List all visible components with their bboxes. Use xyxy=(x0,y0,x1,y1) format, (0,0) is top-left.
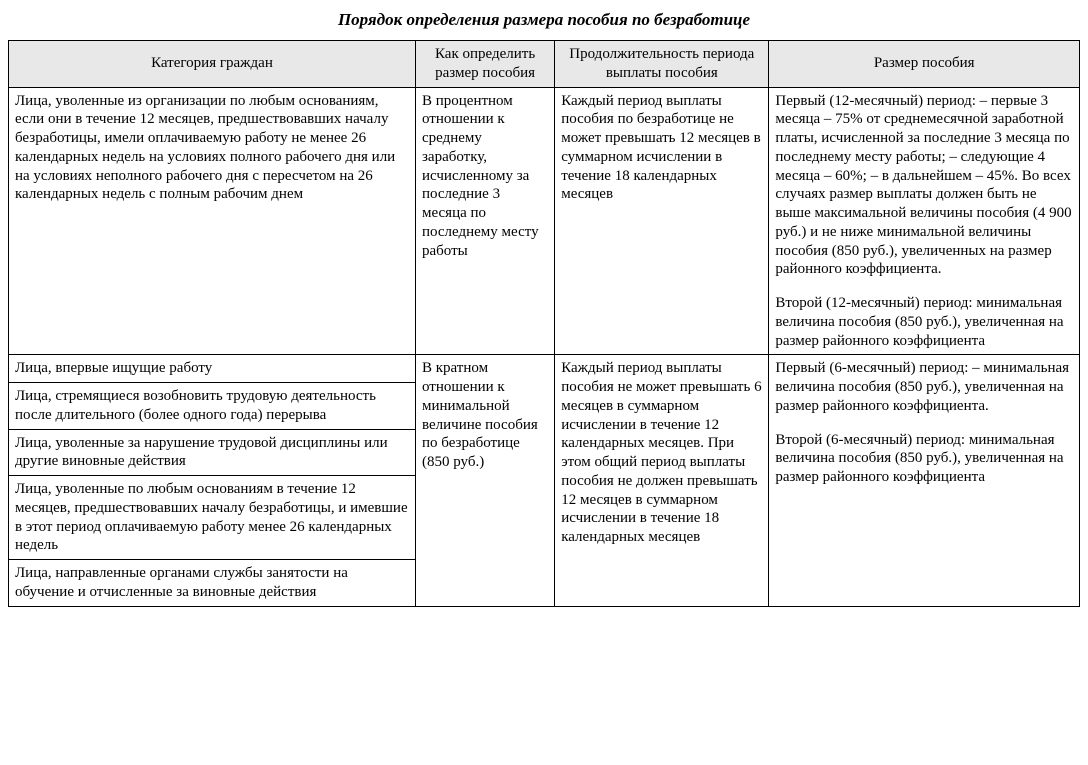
cell-duration: Каждый период выплаты пособия по безрабо… xyxy=(555,87,769,355)
cell-how: В кратном отношении к минимальной величи… xyxy=(415,355,554,606)
cell-category: Лица, уволенные по любым основаниям в те… xyxy=(9,476,416,560)
cell-how: В процентном отношении к среднему зарабо… xyxy=(415,87,554,355)
size-period2: Второй (6-месячный) период: минимальная … xyxy=(775,431,1073,487)
size-period2: Второй (12-месячный) период: минимальная… xyxy=(775,294,1073,350)
header-how: Как определить размер пособия xyxy=(415,41,554,88)
header-size: Размер пособия xyxy=(769,41,1080,88)
header-duration: Продолжительность периода выплаты пособи… xyxy=(555,41,769,88)
size-period1: Первый (6-месячный) период: – минимальна… xyxy=(775,359,1073,415)
cell-category: Лица, уволенные из организации по любым … xyxy=(9,87,416,355)
header-category: Категория граждан xyxy=(9,41,416,88)
cell-category: Лица, уволенные за нарушение трудовой ди… xyxy=(9,429,416,476)
table-row: Лица, уволенные из организации по любым … xyxy=(9,87,1080,355)
table-title: Порядок определения размера пособия по б… xyxy=(8,10,1080,30)
size-period1: Первый (12-месячный) период: – первые 3 … xyxy=(775,92,1073,280)
cell-duration: Каждый период выплаты пособия не может п… xyxy=(555,355,769,606)
cell-size: Первый (6-месячный) период: – минимальна… xyxy=(769,355,1080,606)
table-row: Лица, впервые ищущие работу В кратном от… xyxy=(9,355,1080,383)
cell-size: Первый (12-месячный) период: – первые 3 … xyxy=(769,87,1080,355)
header-row: Категория граждан Как определить размер … xyxy=(9,41,1080,88)
cell-category: Лица, впервые ищущие работу xyxy=(9,355,416,383)
cell-category: Лица, направленные органами службы занят… xyxy=(9,560,416,607)
cell-category: Лица, стремящиеся возобновить трудовую д… xyxy=(9,383,416,430)
benefits-table: Категория граждан Как определить размер … xyxy=(8,40,1080,607)
